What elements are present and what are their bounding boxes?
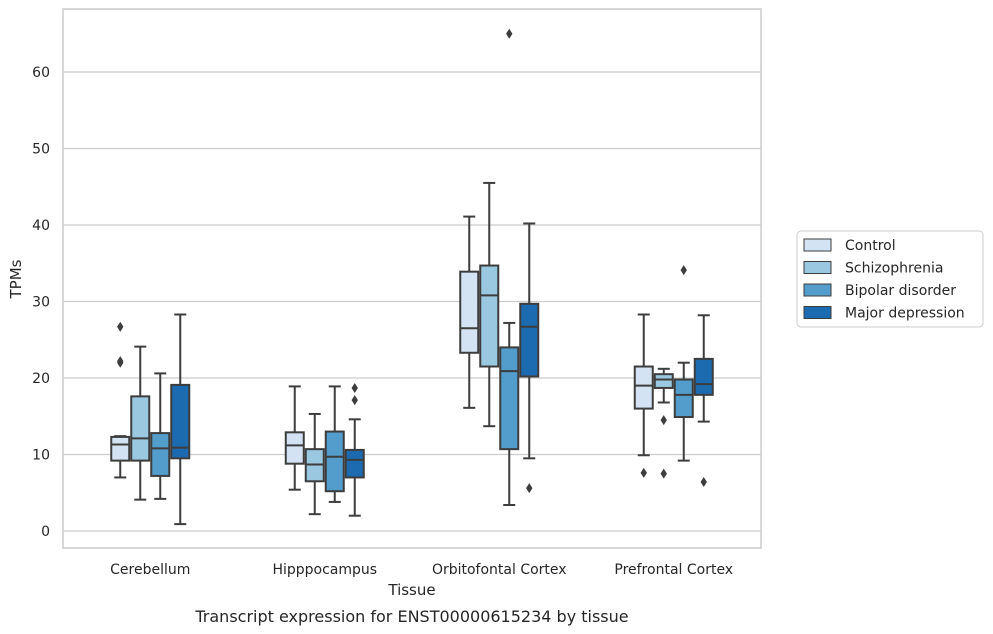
x-tick-label: Cerebellum [110, 562, 190, 578]
y-tick-label: 20 [32, 371, 50, 387]
box-bipolar-disorder [150, 372, 171, 500]
box-major-depression [519, 222, 540, 494]
outlier-point [700, 477, 707, 488]
outlier-point [660, 415, 667, 426]
iqr-box [479, 264, 500, 368]
x-tick-label: Hipppocampus [272, 562, 377, 578]
legend-label: Bipolar disorder [845, 283, 956, 299]
iqr-box [110, 435, 131, 462]
y-tick-label: 60 [32, 65, 50, 81]
outlier-point [117, 356, 124, 367]
x-tick-label: Orbitofontal Cortex [432, 562, 567, 578]
legend-box [796, 230, 984, 328]
box-schizophrenia [130, 345, 151, 501]
boxes [110, 28, 714, 526]
y-tick-label: 10 [32, 448, 50, 464]
x-tick-label: Prefrontal Cortex [614, 562, 733, 578]
iqr-box [693, 357, 714, 396]
box-schizophrenia [304, 412, 325, 516]
legend-label: Major depression [845, 306, 965, 322]
y-tick-label: 30 [32, 295, 50, 311]
iqr-box [150, 432, 171, 477]
outlier-point [351, 395, 358, 406]
box-major-depression [693, 314, 714, 488]
iqr-box [284, 431, 305, 465]
outlier-point [660, 468, 667, 479]
outlier-point [117, 321, 124, 332]
iqr-box [653, 373, 674, 389]
box-bipolar-disorder [324, 385, 345, 503]
box-control [459, 215, 480, 409]
legend-swatch [803, 283, 832, 297]
legend-label: Schizophrenia [845, 261, 943, 277]
iqr-box [673, 378, 694, 419]
iqr-box [324, 430, 345, 493]
outlier-point [526, 483, 533, 494]
plot-frame [62, 8, 762, 549]
y-tick-label: 0 [41, 524, 50, 540]
outlier-point [680, 265, 687, 276]
iqr-box [344, 448, 365, 479]
iqr-box [459, 270, 480, 354]
legend-label: Control [845, 238, 896, 254]
chart-caption: Transcript expression for ENST0000061523… [194, 607, 628, 626]
box-schizophrenia [479, 181, 500, 428]
legend-swatch [803, 261, 832, 274]
legend-swatch [803, 238, 832, 252]
iqr-box [499, 346, 520, 451]
iqr-box [519, 302, 540, 378]
box-control [110, 321, 131, 479]
x-axis: Cerebellum Hipppocampus Orbitofontal Corte… [110, 562, 733, 578]
box-bipolar-disorder [499, 28, 520, 506]
iqr-box [170, 383, 191, 460]
legend-swatch [803, 306, 832, 319]
plot-border [62, 8, 762, 549]
outlier-point [351, 382, 358, 393]
x-axis-label: Tissue [387, 581, 435, 599]
box-schizophrenia [653, 367, 674, 479]
box-major-depression [170, 313, 191, 526]
y-axis-label: TPMs [7, 259, 25, 299]
legend: Control Schizophrenia Bipolar disorder Majo… [796, 230, 984, 328]
box-control [633, 313, 654, 478]
outlier-point [640, 467, 647, 478]
box-bipolar-disorder [673, 265, 694, 462]
iqr-box [130, 395, 151, 462]
y-tick-label: 50 [32, 142, 50, 158]
outlier-point [506, 28, 513, 39]
iqr-box [633, 365, 654, 410]
y-tick-label: 40 [32, 218, 50, 234]
box-major-depression [344, 382, 365, 517]
box-control [284, 385, 305, 491]
y-axis: 0 10 20 30 40 50 60 [32, 65, 50, 540]
